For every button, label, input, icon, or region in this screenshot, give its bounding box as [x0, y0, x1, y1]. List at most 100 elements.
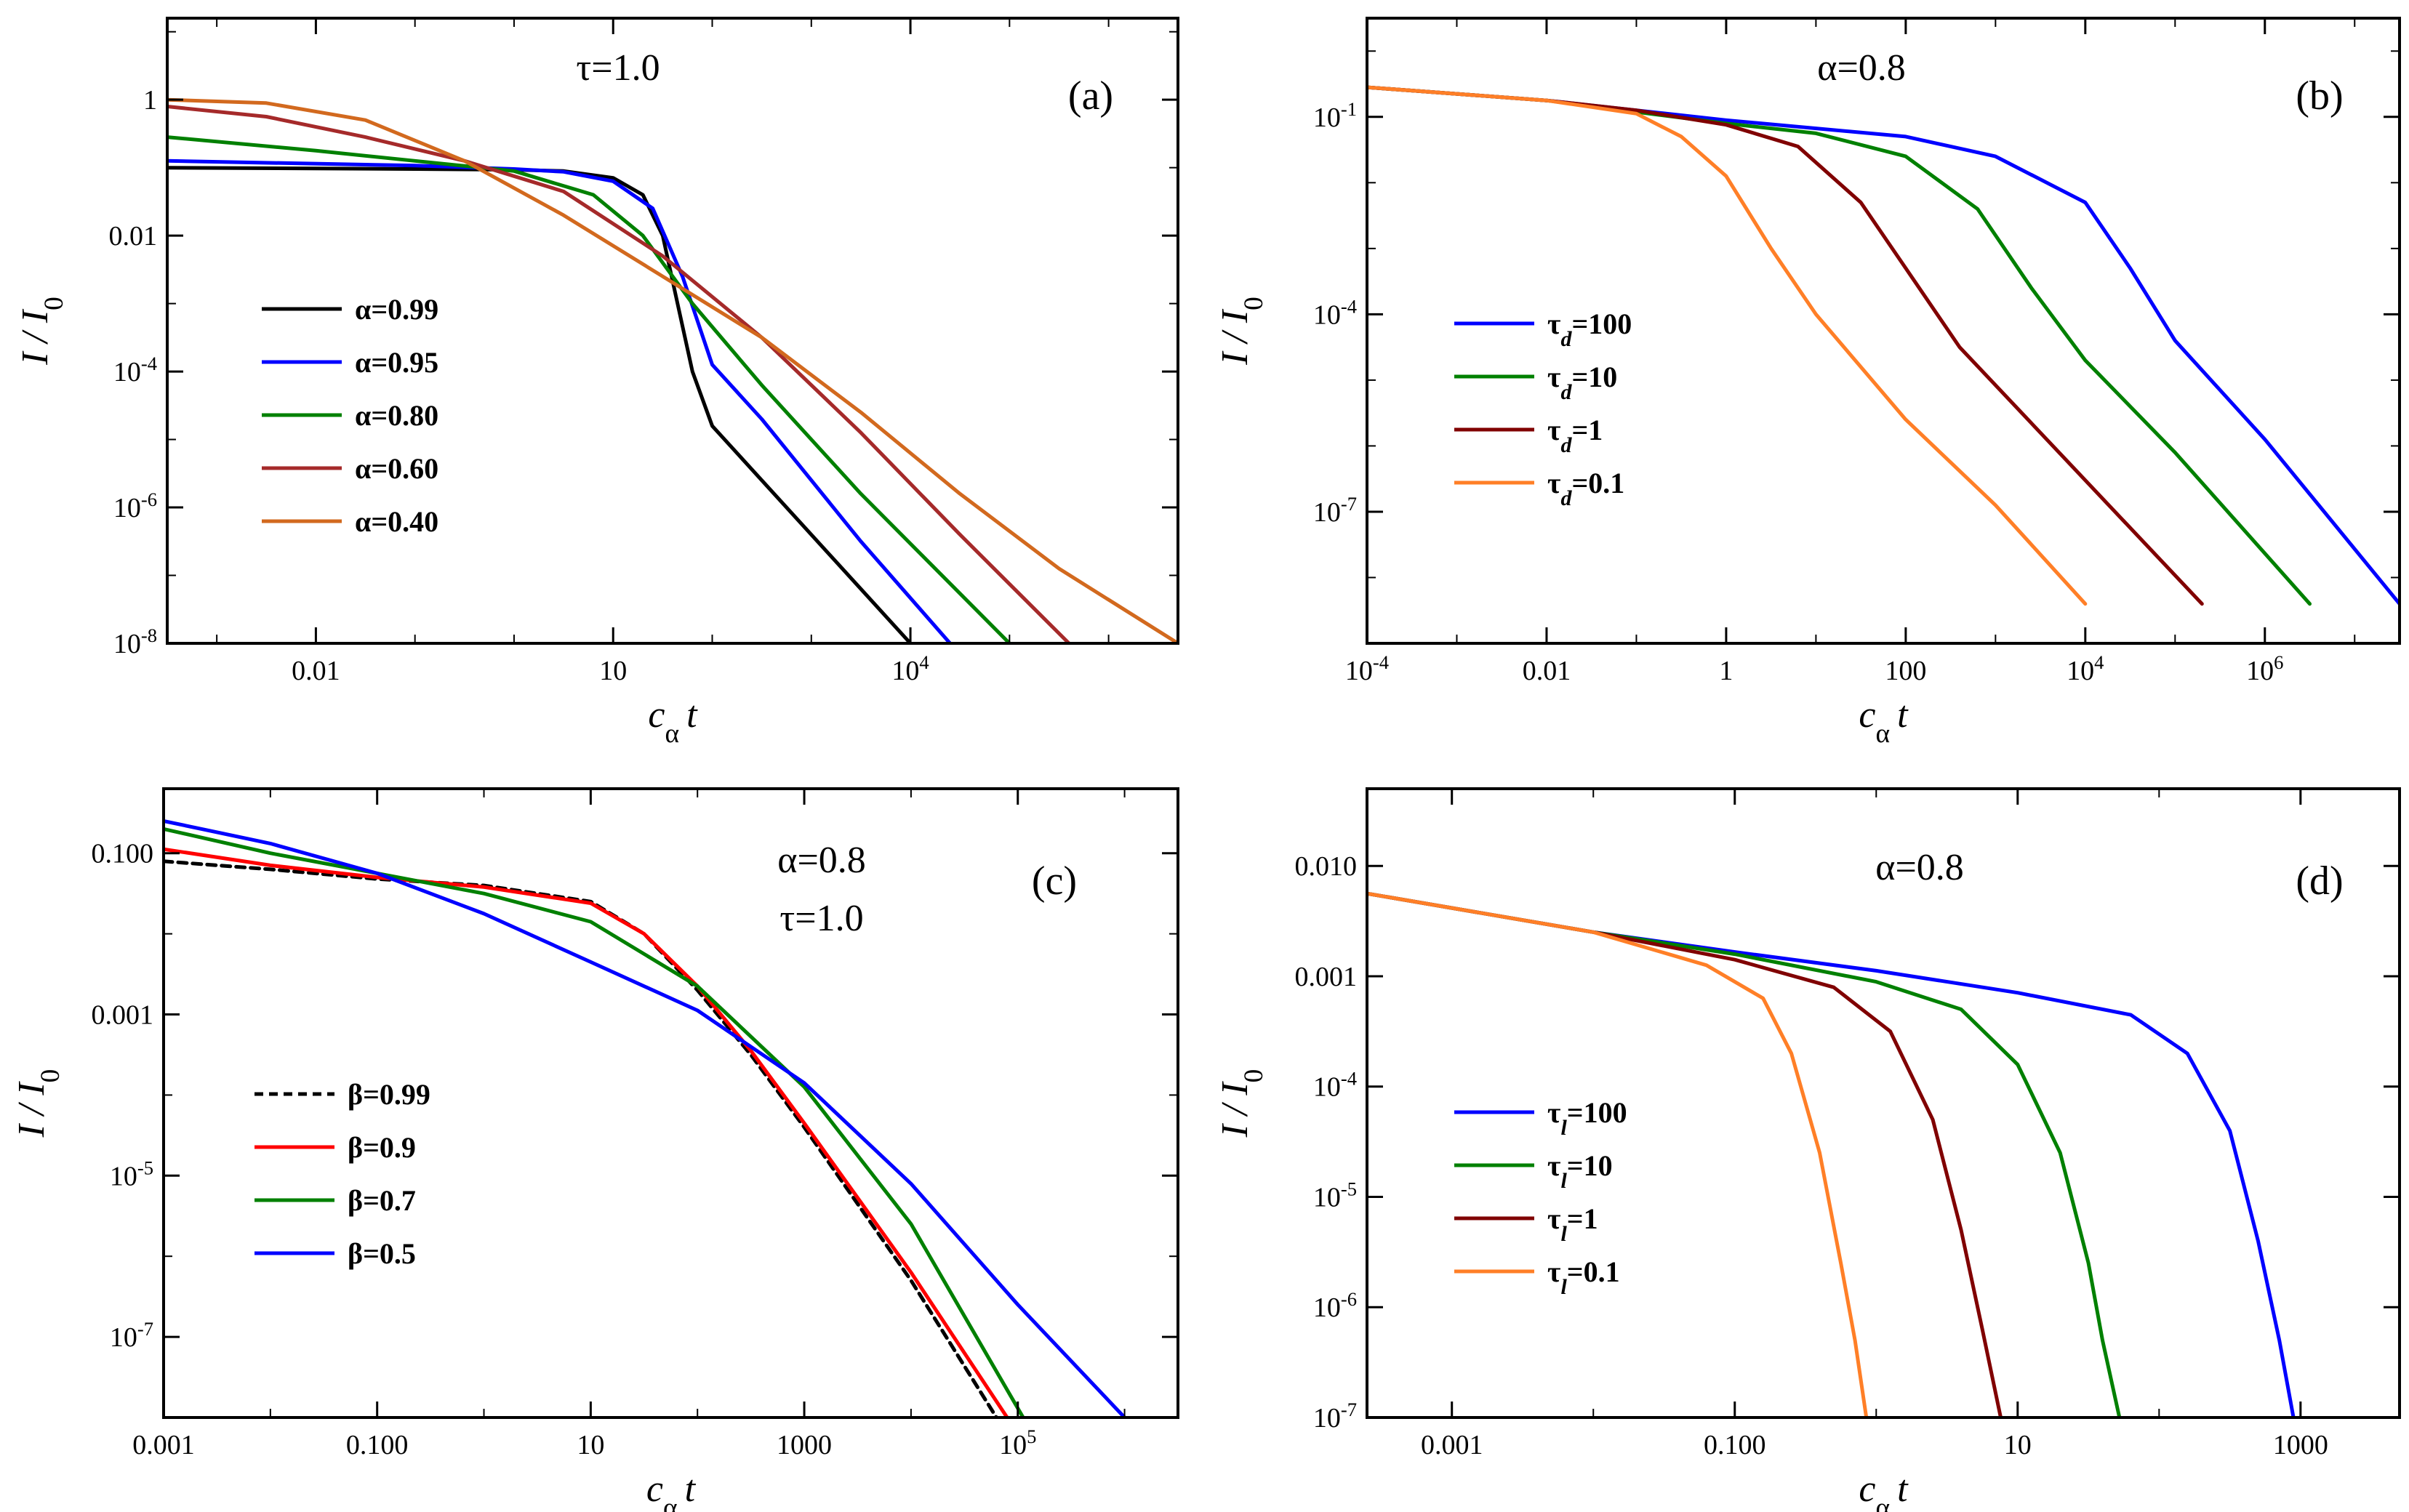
legend-label: τd=10: [1547, 361, 1617, 404]
annotation: α=0.8: [777, 840, 866, 881]
series-line-2: [167, 135, 1011, 643]
annotation: τ=1.0: [779, 898, 863, 939]
plot-frame: [162, 787, 1179, 1419]
y-tick-label: 10-5: [110, 1157, 153, 1191]
x-tick-label: 100: [1885, 656, 1926, 686]
legend-label: τl=1: [1547, 1202, 1598, 1246]
legend: β=0.99 β=0.9 β=0.7 β=0.5: [254, 1078, 430, 1270]
y-tick-label: 10-6: [1313, 1288, 1357, 1323]
x-tick-label: 0.001: [132, 1430, 195, 1460]
series-line-3: [167, 105, 1071, 643]
series-line-3: [1367, 891, 1869, 1418]
y-tick-label: 0.01: [109, 221, 158, 252]
x-tick-label: 10: [2004, 1430, 2032, 1460]
x-tick-label: 1: [1719, 656, 1733, 686]
series-line-1: [167, 158, 953, 643]
x-tick-label: 10: [577, 1430, 604, 1460]
annotation: α=0.8: [1817, 47, 1906, 89]
series-line-0: [1367, 85, 2400, 606]
legend-label: β=0.99: [348, 1078, 430, 1111]
series-group: [1367, 891, 2296, 1418]
series-line-2: [1367, 85, 2204, 606]
x-tick-label: 0.01: [292, 656, 340, 686]
legend-label: τl=100: [1547, 1096, 1627, 1140]
y-tick-label: 10-7: [1313, 493, 1357, 528]
series-line-0: [164, 859, 998, 1418]
series-group: [1367, 85, 2400, 606]
y-tick-label: 10-1: [1313, 98, 1357, 133]
y-tick-label: 10-5: [1313, 1178, 1357, 1213]
x-tick-label: 0.100: [1704, 1430, 1766, 1460]
panel-a: 0.01 10 104 1 0.01 10-4 10-6 10-8 cα t I / I0 (a) τ=…: [15, 17, 1179, 749]
panel-b: 10-4 0.01 1 100 104 106 10-1 10-4 10-7 cα t I / I0 (…: [1214, 17, 2401, 749]
y-tick-label: 10-6: [113, 488, 157, 523]
legend-label: α=0.40: [355, 505, 438, 538]
legend: τl=100 τl=10 τl=1 τl=0.1: [1454, 1096, 1627, 1299]
legend-label: τl=0.1: [1547, 1255, 1620, 1299]
series-line-1: [164, 847, 1009, 1418]
plot-frame: [166, 17, 1179, 645]
y-tick-label: 10-4: [1313, 295, 1357, 330]
legend-label: τl=10: [1547, 1149, 1613, 1193]
legend-label: α=0.60: [355, 452, 438, 485]
plot-frame: [1366, 17, 2401, 645]
x-axis-label: cα t: [646, 1468, 697, 1512]
series-group: [164, 819, 1127, 1418]
series-line-3: [1367, 85, 2088, 606]
y-tick-label: 10-7: [110, 1318, 153, 1353]
y-tick-label: 10-7: [1313, 1399, 1357, 1433]
y-tick-label: 0.001: [92, 1000, 154, 1031]
series-line-2: [164, 827, 1025, 1418]
x-tick-label: 0.01: [1523, 656, 1571, 686]
series-line-4: [167, 97, 1178, 643]
x-tick-label: 104: [891, 651, 929, 686]
y-tick-label: 0.010: [1295, 851, 1358, 882]
series-line-1: [1367, 891, 2122, 1418]
series-line-1: [1367, 85, 2312, 606]
series-line-3: [164, 819, 1127, 1418]
x-tick-label: 104: [2067, 651, 2104, 686]
y-tick-label: 0.001: [1295, 962, 1358, 992]
annotation: τ=1.0: [576, 47, 660, 89]
y-tick-label: 10-8: [113, 624, 157, 659]
x-axis-label: cα t: [648, 694, 698, 749]
panel-label: (a): [1068, 73, 1113, 118]
panel-label: (c): [1032, 858, 1077, 904]
legend: τd=100 τd=10 τd=1 τd=0.1: [1454, 307, 1632, 510]
x-axis-label: cα t: [1859, 1468, 1909, 1512]
y-axis-label: I / I0: [11, 1069, 65, 1138]
x-tick-label: 106: [2246, 651, 2283, 686]
x-axis-label: cα t: [1859, 694, 1909, 749]
panel-label: (d): [2296, 858, 2343, 904]
x-tick-label: 0.001: [1421, 1430, 1483, 1460]
x-tick-label: 10: [599, 656, 627, 686]
legend-label: τd=0.1: [1547, 467, 1624, 510]
legend-label: β=0.5: [348, 1237, 416, 1270]
x-tick-label: 1000: [2273, 1430, 2328, 1460]
annotation: α=0.8: [1875, 847, 1964, 888]
y-tick-label: 10-4: [1313, 1068, 1357, 1103]
x-tick-label: 10-4: [1345, 651, 1389, 686]
legend-label: α=0.95: [355, 346, 438, 379]
y-tick-label: 0.100: [92, 839, 154, 869]
x-tick-label: 1000: [777, 1430, 832, 1460]
series-line-2: [1367, 891, 2003, 1418]
panel-c: 0.001 0.100 10 1000 105 0.100 0.001 10-5 10-7 cα t…: [11, 787, 1179, 1512]
y-tick-label: 1: [143, 85, 157, 116]
legend-label: α=0.99: [355, 293, 438, 326]
series-line-0: [167, 166, 913, 643]
x-tick-label: 105: [999, 1425, 1036, 1460]
panel-d: 0.001 0.100 10 1000 0.010 0.001 10-4 10-5 10-6 10…: [1214, 787, 2401, 1512]
legend-label: τd=100: [1547, 307, 1632, 351]
legend-label: α=0.80: [355, 399, 438, 432]
legend-label: τd=1: [1547, 414, 1603, 457]
plot-frame: [1366, 787, 2401, 1419]
x-tick-label: 0.100: [346, 1430, 409, 1460]
series-group: [167, 97, 1178, 643]
y-axis-label: I / I0: [1214, 297, 1269, 366]
y-axis-label: I / I0: [1214, 1069, 1269, 1138]
y-tick-label: 10-4: [113, 353, 157, 387]
y-axis-label: I / I0: [15, 297, 69, 366]
legend-label: β=0.9: [348, 1131, 416, 1164]
